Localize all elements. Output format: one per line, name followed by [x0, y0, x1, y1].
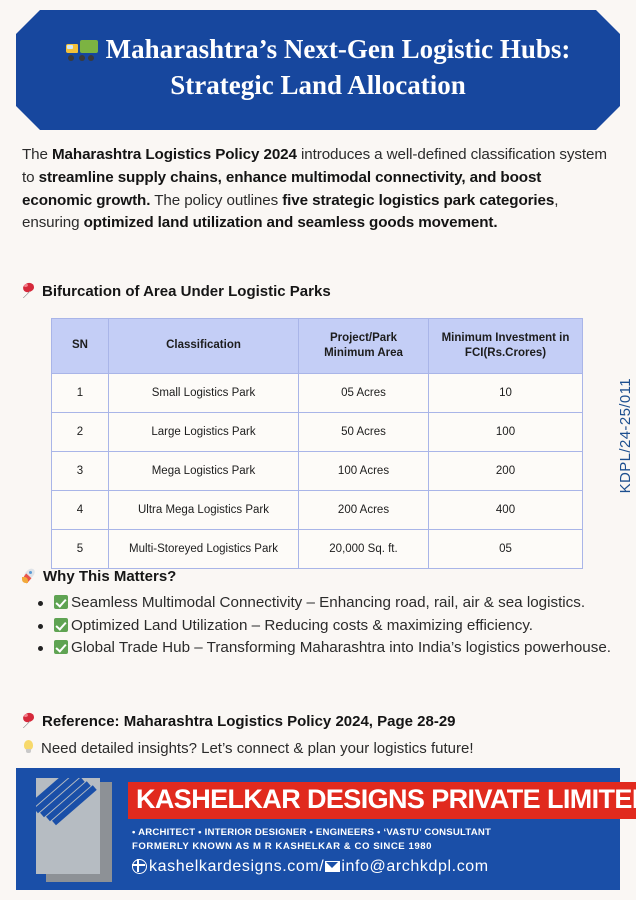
- intro-text-a: The: [22, 146, 52, 163]
- intro-text-e: The policy outlines: [150, 191, 283, 209]
- intro-text-f: five strategic logistics park categories: [282, 191, 555, 209]
- table-row: 1 Small Logistics Park 05 Acres 10: [51, 372, 583, 413]
- company-name-band: KASHELKAR DESIGNS PRIVATE LIMITED: [128, 782, 636, 819]
- col-header-sn: SN: [51, 318, 109, 374]
- website-link[interactable]: kashelkardesigns.com/: [149, 857, 325, 875]
- rocket-icon: [21, 566, 37, 584]
- cell-area: 20,000 Sq. ft.: [298, 528, 429, 569]
- company-logo: [28, 776, 122, 882]
- list-item-label: Optimized Land Utilization – Reducing co…: [71, 616, 534, 634]
- services-line: • ARCHITECT • INTERIOR DESIGNER • ENGINE…: [132, 826, 492, 838]
- list-item: Global Trade Hub – Transforming Maharash…: [38, 637, 636, 659]
- cell-area: 50 Acres: [298, 411, 429, 452]
- logo-stripes-icon: [36, 778, 110, 848]
- col-header-area: Project/Park Minimum Area: [298, 318, 429, 374]
- col-header-area-line2: Minimum Area: [324, 346, 403, 359]
- lightbulb-icon: [22, 740, 35, 755]
- cell-investment: 10: [428, 372, 583, 413]
- cell-sn: 2: [51, 411, 109, 452]
- pushpin-icon: [21, 711, 36, 728]
- cell-investment: 400: [428, 489, 583, 530]
- why-this-matters-heading: Why This Matters?: [21, 566, 177, 585]
- pushpin-icon: [21, 281, 36, 298]
- logistics-park-table-wrap: SN Classification Project/Park Minimum A…: [51, 318, 583, 569]
- col-header-investment-line1: Minimum Investment in: [441, 332, 570, 344]
- header-banner: Maharashtra’s Next-Gen Logistic Hubs: St…: [16, 10, 620, 130]
- list-item: Seamless Multimodal Connectivity – Enhan…: [38, 592, 636, 614]
- cell-classification: Small Logistics Park: [108, 372, 299, 413]
- cell-area: 05 Acres: [298, 372, 429, 413]
- page-subtitle: Strategic Land Allocation: [170, 70, 466, 100]
- intro-text-h: optimized land utilization and seamless …: [83, 214, 498, 232]
- intro-text-c: introduces a well-defined classification…: [22, 146, 607, 186]
- list-item-label: Global Trade Hub – Transforming Maharash…: [71, 639, 612, 657]
- reference-line: Reference: Maharashtra Logistics Policy …: [21, 711, 456, 730]
- cell-sn: 3: [51, 450, 109, 491]
- col-header-investment: Minimum Investment in FCI(Rs.Crores): [428, 318, 583, 374]
- table-row: 2 Large Logistics Park 50 Acres 100: [51, 411, 583, 452]
- document-reference-code: KDPL/24-25/011: [617, 378, 634, 494]
- list-item-label: Seamless Multimodal Connectivity – Enhan…: [71, 594, 586, 611]
- cta-line-label: Need detailed insights? Let’s connect & …: [41, 740, 474, 757]
- header-title-line-1: Maharashtra’s Next-Gen Logistic Hubs:: [66, 32, 571, 68]
- cta-line: Need detailed insights? Let’s connect & …: [22, 738, 473, 757]
- table-header-row: SN Classification Project/Park Minimum A…: [51, 318, 583, 374]
- cell-classification: Multi-Storeyed Logistics Park: [108, 528, 299, 569]
- formerly-known-as-line: FORMERLY KNOWN AS M R KASHELKAR & CO SIN…: [132, 840, 433, 852]
- company-name: KASHELKAR DESIGNS PRIVATE LIMITED: [136, 784, 636, 815]
- table-row: 4 Ultra Mega Logistics Park 200 Acres 40…: [51, 489, 583, 530]
- check-mark-icon: [54, 595, 68, 609]
- cell-sn: 5: [51, 528, 109, 569]
- why-this-matters-list: Seamless Multimodal Connectivity – Enhan…: [30, 592, 636, 660]
- intro-paragraph: The Maharashtra Logistics Policy 2024 in…: [22, 144, 614, 235]
- cell-sn: 4: [51, 489, 109, 530]
- table-row: 3 Mega Logistics Park 100 Acres 200: [51, 450, 583, 491]
- check-mark-icon: [54, 617, 68, 632]
- bifurcation-heading: Bifurcation of Area Under Logistic Parks: [21, 281, 331, 300]
- cell-classification: Ultra Mega Logistics Park: [108, 489, 299, 530]
- logistics-park-table: SN Classification Project/Park Minimum A…: [51, 318, 583, 569]
- why-this-matters-label: Why This Matters?: [43, 568, 177, 585]
- cell-investment: 100: [428, 411, 583, 452]
- intro-text-d: streamline supply chains, enhance multim…: [22, 168, 542, 209]
- cell-classification: Mega Logistics Park: [108, 450, 299, 491]
- intro-text-b: Maharashtra Logistics Policy 2024: [52, 146, 297, 163]
- globe-icon: [131, 858, 147, 875]
- col-header-area-line1: Project/Park: [329, 332, 398, 344]
- col-header-investment-line2: FCI(Rs.Crores): [464, 346, 547, 359]
- delivery-truck-icon: [66, 39, 98, 61]
- cell-sn: 1: [51, 372, 109, 413]
- col-header-classification: Classification: [108, 318, 299, 374]
- page-title: Maharashtra’s Next-Gen Logistic Hubs:: [105, 34, 571, 65]
- cell-area: 100 Acres: [298, 450, 429, 491]
- cell-classification: Large Logistics Park: [108, 411, 299, 452]
- footer-bar: KASHELKAR DESIGNS PRIVATE LIMITED • ARCH…: [16, 768, 636, 890]
- cell-investment: 200: [428, 450, 583, 491]
- bifurcation-heading-label: Bifurcation of Area Under Logistic Parks: [42, 283, 331, 300]
- list-item: Optimized Land Utilization – Reducing co…: [38, 615, 636, 637]
- table-row: 5 Multi-Storeyed Logistics Park 20,000 S…: [51, 528, 583, 569]
- email-link[interactable]: info@archkdpl.com: [341, 857, 489, 875]
- contact-row: kashelkardesigns.com/ info@archkdpl.com: [128, 858, 636, 876]
- header-title-line-2: Strategic Land Allocation: [170, 68, 466, 104]
- cell-area: 200 Acres: [298, 489, 429, 530]
- check-mark-icon: [54, 640, 68, 655]
- envelope-icon: [325, 861, 341, 873]
- intro-text-g: , ensuring: [22, 191, 559, 232]
- cell-investment: 05: [428, 528, 583, 569]
- reference-line-label: Reference: Maharashtra Logistics Policy …: [42, 713, 456, 730]
